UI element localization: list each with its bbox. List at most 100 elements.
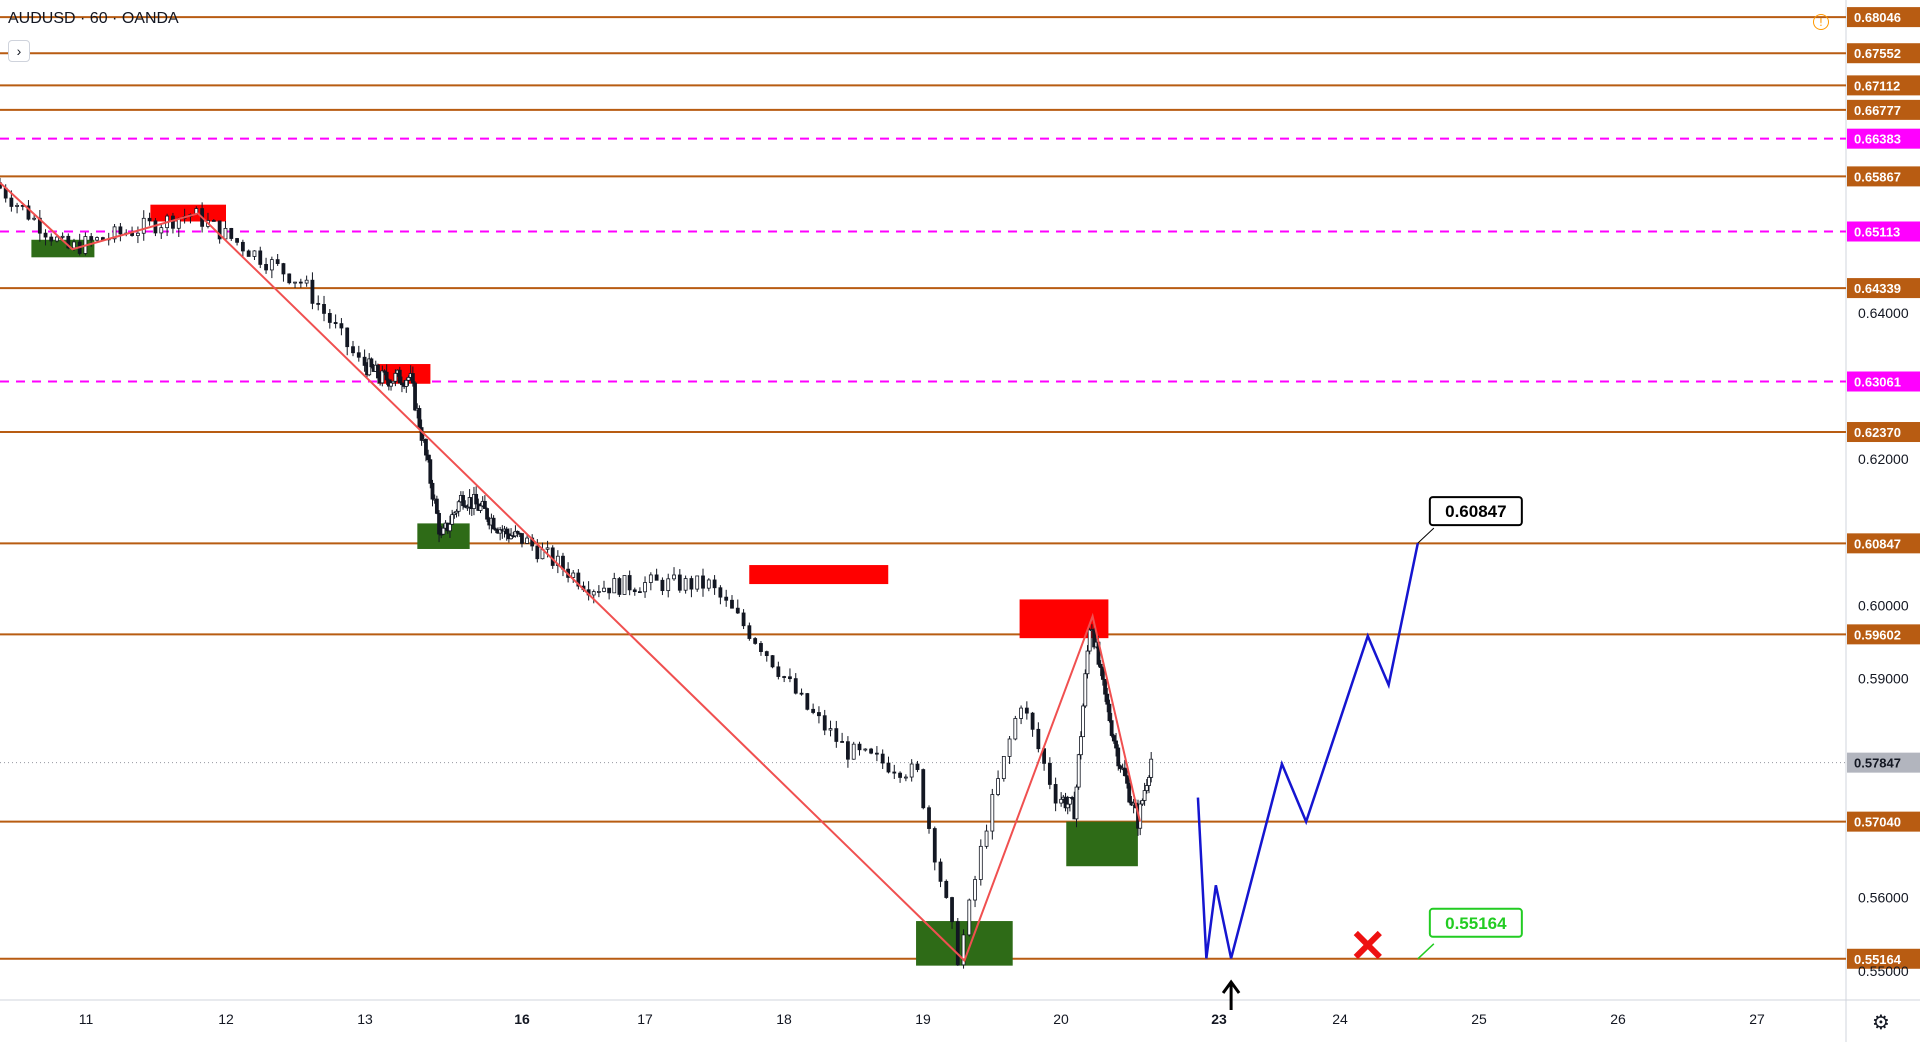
candle-body: [961, 934, 966, 966]
candle-body: [369, 358, 374, 368]
x-tick-label: 25: [1471, 1011, 1487, 1027]
candle-body: [602, 587, 606, 592]
candle-body: [909, 763, 914, 778]
price-level-tag: [1847, 533, 1920, 554]
candle-body: [463, 505, 468, 508]
candle-body: [1144, 785, 1149, 792]
candle-body: [404, 379, 409, 387]
cross-icon-stroke: [1353, 930, 1382, 960]
candle-body: [430, 482, 435, 500]
candle-body: [1122, 767, 1127, 777]
candle-body: [32, 217, 37, 220]
candle-body: [413, 382, 417, 411]
price-level-value: 0.67112: [1854, 78, 1900, 93]
candle-body: [246, 250, 251, 257]
candle-body: [136, 232, 140, 236]
price-level-tag: [1847, 422, 1920, 443]
price-level-tag: [1847, 811, 1920, 832]
candle-body: [805, 693, 810, 710]
candle-body: [535, 545, 540, 560]
alert-clock-icon[interactable]: !: [1813, 14, 1829, 30]
candle-body: [515, 530, 520, 534]
candle-body: [384, 371, 389, 381]
candle-body: [1047, 762, 1052, 785]
candle-body: [1024, 707, 1029, 714]
candle-body: [441, 527, 446, 535]
candle-body: [990, 794, 995, 832]
candle-body: [776, 666, 781, 677]
candle-body: [95, 237, 99, 241]
candle-body: [822, 715, 827, 731]
candle-body: [770, 655, 775, 668]
x-tick-label: 24: [1332, 1011, 1348, 1027]
candle-body: [1127, 782, 1132, 803]
candle-body: [1118, 765, 1123, 769]
candle-body: [333, 322, 338, 325]
candle-body: [1098, 663, 1103, 668]
price-level-tag: [1847, 624, 1920, 645]
symbol-title[interactable]: AUDUSD · 60 · OANDA: [8, 10, 179, 28]
candle-body: [973, 879, 977, 901]
candle-body: [389, 382, 393, 387]
candles: [0, 177, 1154, 969]
candle-body: [984, 830, 989, 847]
annotations: 0.60847 0.55164: [1221, 496, 1523, 1010]
y-tick-label: 0.60000: [1858, 597, 1909, 613]
candle-body: [735, 607, 740, 614]
candle-body: [391, 380, 396, 384]
candle-body: [1105, 693, 1110, 705]
candle-body: [298, 281, 303, 284]
candle-body: [1142, 790, 1147, 801]
price-level-tag: [1847, 99, 1920, 120]
candle-body: [275, 259, 280, 264]
collapse-legend-button[interactable]: ›: [8, 40, 30, 62]
candle-body: [550, 547, 555, 566]
candle-body: [666, 578, 671, 592]
candle-body: [281, 263, 286, 275]
price-level-value: 0.63061: [1854, 375, 1901, 390]
candle-body: [376, 364, 380, 379]
price-level-tag: [1847, 75, 1920, 96]
horizontal-levels: 0.68046 0.67552 0.67112 0.66777 0.66383 0.658…: [0, 7, 1920, 969]
candle-body: [612, 578, 617, 594]
stop-label-box: [1428, 907, 1523, 938]
candle-body: [892, 771, 897, 774]
candle-body: [424, 439, 428, 456]
candle-body: [724, 596, 729, 601]
candle-body: [345, 327, 350, 348]
candle-body: [400, 382, 404, 386]
candle-body: [513, 530, 518, 537]
candle-body: [264, 264, 268, 271]
candle-body: [322, 304, 326, 314]
candle-body: [747, 625, 752, 639]
candle-body: [764, 651, 769, 657]
candle-body: [677, 574, 682, 591]
target-label-box: [1428, 496, 1523, 527]
candle-body: [627, 575, 632, 591]
candle-body: [382, 370, 387, 373]
candle-body: [1149, 758, 1154, 778]
price-level-value: 0.67552: [1854, 46, 1901, 61]
candle-body: [617, 578, 622, 595]
candle-body: [406, 377, 411, 381]
candle-body: [1100, 667, 1105, 680]
candle-body: [159, 227, 164, 234]
candle-body: [828, 728, 833, 731]
candle-body: [118, 226, 123, 235]
candle-body: [1092, 629, 1096, 648]
candle-body: [1083, 673, 1088, 707]
candle-body: [287, 273, 292, 284]
x-tick-label: 18: [776, 1011, 792, 1027]
candle-body: [701, 575, 705, 589]
candle-body: [461, 495, 465, 507]
candle-body: [171, 215, 175, 229]
candle-body: [1081, 705, 1086, 738]
supply-zone: [749, 565, 889, 585]
x-tick-label: 16: [514, 1011, 530, 1027]
gear-icon[interactable]: ⚙: [1872, 1010, 1890, 1034]
candle-body: [938, 861, 943, 882]
candle-body: [683, 578, 688, 591]
price-level-tag: [1847, 7, 1920, 28]
candle-body: [1125, 775, 1129, 784]
